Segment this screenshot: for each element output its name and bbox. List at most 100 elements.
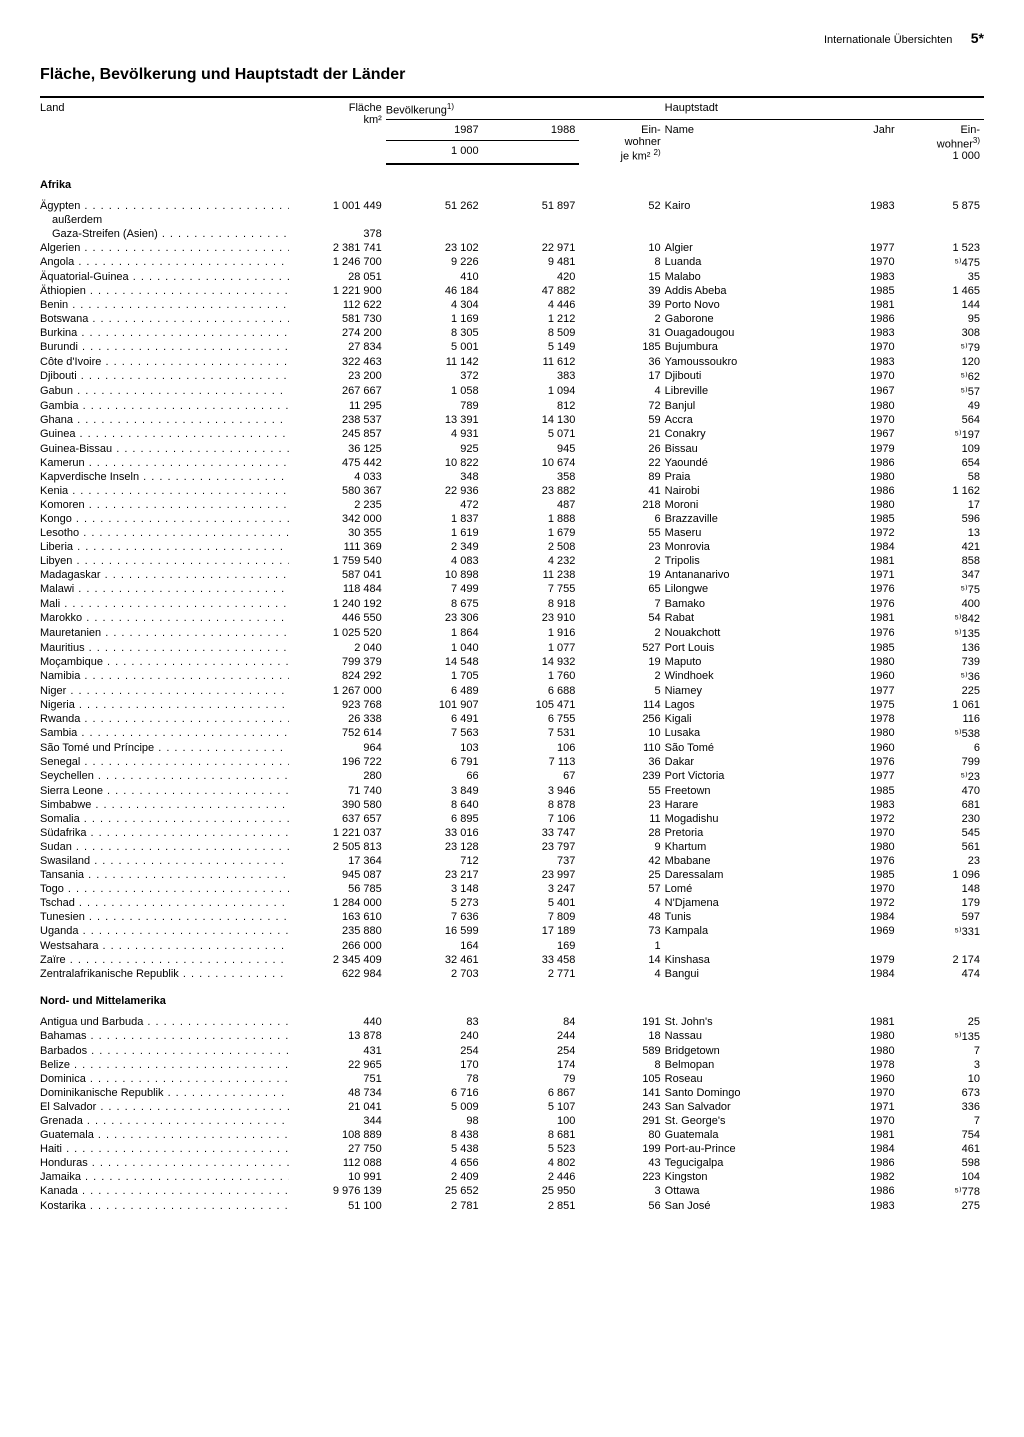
cell-year: 1960: [831, 1072, 899, 1086]
country-name: Seychellen: [40, 769, 289, 784]
country-name: Malawi: [40, 582, 289, 597]
cell-capital: Bridgetown: [665, 1044, 831, 1058]
cell-p87: 4 083: [386, 554, 483, 568]
cell-capital: Ottawa: [665, 1184, 831, 1199]
cell-capital: Bissau: [665, 442, 831, 456]
cell-p87: 254: [386, 1044, 483, 1058]
cell-capinh: ⁵⁾57: [899, 384, 984, 399]
table-row: Benin112 6224 3044 44639Porto Novo198114…: [40, 298, 984, 312]
region-header: Afrika: [40, 164, 984, 199]
cell-area: 36 125: [289, 442, 386, 456]
cell-p88: 7 106: [483, 812, 580, 826]
cell-capital: Pretoria: [665, 826, 831, 840]
table-row: Sudan2 505 81323 12823 7979Khartum198056…: [40, 840, 984, 854]
cell-p87: 372: [386, 369, 483, 384]
cell-p87: 5 273: [386, 896, 483, 910]
country-name: Burkina: [40, 326, 289, 340]
cell-p87: 7 499: [386, 582, 483, 597]
cell-p87: 83: [386, 1015, 483, 1029]
cell-capital: Lagos: [665, 698, 831, 712]
country-name: Moçambique: [40, 655, 289, 669]
cell-area: 28 051: [289, 270, 386, 284]
cell-dens: 4: [579, 896, 664, 910]
col-land: Land: [40, 97, 289, 164]
col-area: Fläche km²: [289, 97, 386, 164]
cell-area: 1 221 900: [289, 284, 386, 298]
cell-p87: 240: [386, 1029, 483, 1044]
cell-year: 1971: [831, 1100, 899, 1114]
cell-capital: San José: [665, 1199, 831, 1213]
cell-capital: Port Victoria: [665, 769, 831, 784]
table-row: Mauritius2 0401 0401 077527Port Louis198…: [40, 641, 984, 655]
cell-capital: Ouagadougou: [665, 326, 831, 340]
cell-dens: 89: [579, 470, 664, 484]
cell-capinh: 49: [899, 399, 984, 413]
cell-area: 266 000: [289, 939, 386, 953]
cell-capinh: ⁵⁾331: [899, 924, 984, 939]
table-row: Nigeria923 768101 907105 471114Lagos1975…: [40, 698, 984, 712]
cell-capinh: 230: [899, 812, 984, 826]
cell-dens: 48: [579, 910, 664, 924]
cell-p88: 4 446: [483, 298, 580, 312]
cell-capinh: 6: [899, 741, 984, 755]
cell-capinh: 739: [899, 655, 984, 669]
country-name: Jamaika: [40, 1170, 289, 1184]
cell-year: 1980: [831, 498, 899, 512]
cell-p88: 79: [483, 1072, 580, 1086]
cell-p88: 5 401: [483, 896, 580, 910]
cell-area: 280: [289, 769, 386, 784]
cell-capinh: 17: [899, 498, 984, 512]
table-row: Dominica7517879105Roseau196010: [40, 1072, 984, 1086]
country-name: Mauritius: [40, 641, 289, 655]
table-row: Burkina274 2008 3058 50931Ouagadougou198…: [40, 326, 984, 340]
country-name: Ägypten: [40, 199, 289, 213]
cell-p87: 5 009: [386, 1100, 483, 1114]
cell-area: 238 537: [289, 413, 386, 427]
country-name: Guinea-Bissau: [40, 442, 289, 456]
cell-area: 13 878: [289, 1029, 386, 1044]
cell-capital: Maputo: [665, 655, 831, 669]
cell-dens: 39: [579, 298, 664, 312]
cell-year: 1976: [831, 854, 899, 868]
cell-p87: 25 652: [386, 1184, 483, 1199]
cell-capinh: 561: [899, 840, 984, 854]
cell-p88: 47 882: [483, 284, 580, 298]
table-row: Senegal196 7226 7917 11336Dakar1976799: [40, 755, 984, 769]
cell-capinh: [899, 213, 984, 227]
cell-year: [831, 227, 899, 241]
cell-capital: Tegucigalpa: [665, 1156, 831, 1170]
cell-capinh: 596: [899, 512, 984, 526]
cell-p88: 8 878: [483, 798, 580, 812]
cell-capital: Libreville: [665, 384, 831, 399]
cell-capinh: ⁵⁾62: [899, 369, 984, 384]
country-name: Belize: [40, 1058, 289, 1072]
table-row: Äthiopien1 221 90046 18447 88239Addis Ab…: [40, 284, 984, 298]
cell-dens: 114: [579, 698, 664, 712]
col-bevoelkerung: Bevölkerung1): [386, 97, 665, 119]
cell-p88: 254: [483, 1044, 580, 1058]
cell-capinh: ⁵⁾23: [899, 769, 984, 784]
country-name: Marokko: [40, 611, 289, 626]
cell-dens: 22: [579, 456, 664, 470]
cell-capital: Nairobi: [665, 484, 831, 498]
cell-dens: [579, 227, 664, 241]
country-name: Dominica: [40, 1072, 289, 1086]
cell-dens: 23: [579, 798, 664, 812]
cell-p87: 8 438: [386, 1128, 483, 1142]
cell-capinh: ⁵⁾135: [899, 1029, 984, 1044]
cell-year: 1972: [831, 526, 899, 540]
cell-p87: 10 898: [386, 568, 483, 582]
cell-capinh: ⁵⁾842: [899, 611, 984, 626]
table-row: Zentralafrikanische Republik622 9842 703…: [40, 967, 984, 981]
cell-capital: Bujumbura: [665, 340, 831, 355]
cell-p88: 22 971: [483, 241, 580, 255]
cell-capinh: 5 875: [899, 199, 984, 213]
table-row: Togo56 7853 1483 24757Lomé1970148: [40, 882, 984, 896]
cell-capinh: 347: [899, 568, 984, 582]
table-row: Angola1 246 7009 2269 4818Luanda1970⁵⁾47…: [40, 255, 984, 270]
table-row: Haiti27 7505 4385 523199Port-au-Prince19…: [40, 1142, 984, 1156]
cell-dens: 2: [579, 626, 664, 641]
cell-p87: 410: [386, 270, 483, 284]
cell-area: 431: [289, 1044, 386, 1058]
cell-dens: 1: [579, 939, 664, 953]
